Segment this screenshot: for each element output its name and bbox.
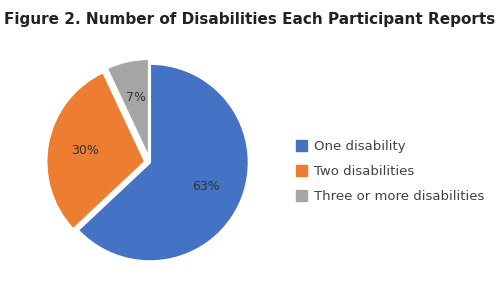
Text: 30%: 30% xyxy=(71,144,99,157)
Text: 7%: 7% xyxy=(126,92,146,104)
Legend: One disability, Two disabilities, Three or more disabilities: One disability, Two disabilities, Three … xyxy=(292,136,488,207)
Wedge shape xyxy=(107,59,149,158)
Wedge shape xyxy=(46,72,145,229)
Wedge shape xyxy=(78,64,248,261)
Text: Figure 2. Number of Disabilities Each Participant Reports: Figure 2. Number of Disabilities Each Pa… xyxy=(4,12,496,27)
Text: 63%: 63% xyxy=(192,180,220,193)
